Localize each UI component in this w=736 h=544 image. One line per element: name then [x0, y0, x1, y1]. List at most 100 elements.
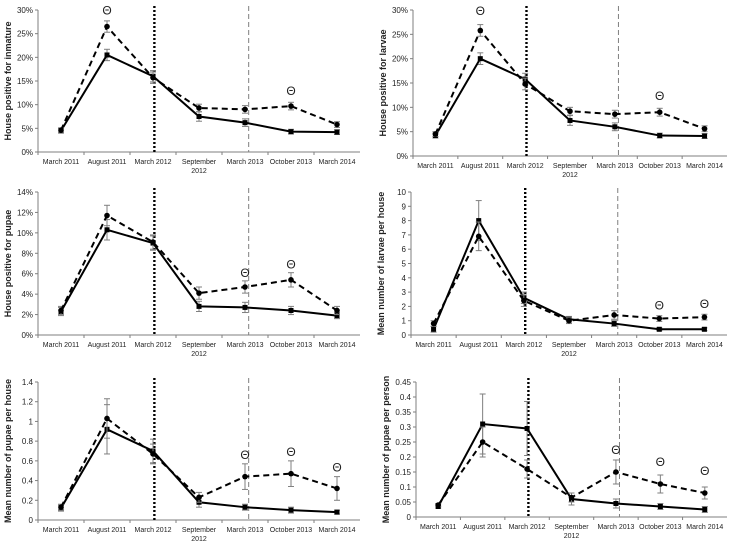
significance-marker: Θ [655, 298, 664, 312]
data-point-square [657, 504, 663, 509]
y-tick-label: 30% [392, 6, 408, 15]
x-tick-label: August 2011 [88, 342, 127, 349]
data-point-circle [568, 494, 575, 501]
significance-marker: Θ [286, 258, 295, 272]
y-tick-label: 8% [21, 249, 33, 258]
x-tick-label: September [552, 342, 587, 349]
data-point-circle [524, 466, 530, 472]
data-point-circle [430, 320, 437, 327]
y-tick-label: 6% [21, 270, 33, 279]
significance-marker: Θ [286, 445, 295, 459]
y-tick-label: 20% [392, 55, 408, 64]
data-point-circle [611, 312, 617, 318]
x-tick-label: March 2011 [420, 524, 457, 531]
data-point-circle [288, 103, 294, 109]
y-tick-label: 0 [29, 516, 34, 525]
y-axis-label: House positive for pupae [3, 210, 13, 318]
y-tick-label: 4 [402, 274, 407, 283]
significance-marker: Θ [332, 461, 341, 475]
x-tick-label: March 2011 [43, 527, 80, 534]
data-point-square [288, 307, 294, 313]
data-point-square [104, 227, 110, 233]
significance-marker: Θ [611, 443, 620, 457]
significance-marker: Θ [286, 84, 295, 98]
x-tick-label: March 2014 [686, 163, 723, 170]
y-tick-label: 0% [396, 152, 408, 161]
y-tick-label: 25% [17, 30, 33, 39]
significance-marker: Θ [656, 455, 665, 469]
data-point-circle [104, 212, 110, 219]
x-tick-label: March 2012 [135, 342, 172, 349]
data-point-square [477, 56, 483, 62]
x-tick-label: March 2013 [227, 342, 264, 349]
y-axis-label: Mean number of pupae per person [381, 376, 391, 524]
data-point-circle [150, 74, 156, 81]
y-tick-label: 20% [17, 53, 33, 62]
data-point-circle [150, 451, 156, 457]
data-point-circle [701, 490, 708, 496]
data-point-square [334, 509, 340, 515]
y-tick-label: 0.05 [395, 498, 411, 507]
data-point-square [334, 313, 340, 319]
data-point-circle [58, 504, 64, 510]
x-tick-label: August 2011 [461, 163, 500, 170]
y-tick-label: 0% [21, 331, 33, 340]
y-tick-label: 5% [21, 124, 33, 133]
x-tick-label: March 2013 [227, 527, 264, 534]
significance-marker: Θ [476, 4, 485, 18]
chart-panel-5: 0 0.2 0.4 0.6 0.8 1 1.2 1.4 March 2011 August 201… [3, 378, 360, 543]
chart-panel-4: 0 1 2 3 4 5 6 7 8 9 10 March 2011 August 2011 March 2… [376, 188, 727, 358]
data-point-circle [242, 106, 248, 113]
x-tick-label-line2: 2012 [561, 351, 577, 358]
data-point-square [612, 124, 618, 130]
data-point-circle [58, 307, 64, 314]
significance-marker: Θ [700, 464, 709, 478]
data-point-square [702, 133, 708, 139]
y-tick-label: 25% [392, 30, 408, 39]
data-point-square [702, 507, 708, 512]
y-axis-label: House positive for inmature [3, 21, 13, 140]
x-tick-label: March 2012 [507, 163, 544, 170]
data-point-circle [656, 315, 663, 322]
x-tick-label: March 2014 [319, 342, 356, 349]
x-tick-label-line2: 2012 [191, 351, 207, 358]
y-tick-label: 9 [402, 202, 407, 211]
significance-marker: Θ [655, 89, 664, 103]
x-tick-label: March 2012 [505, 342, 542, 349]
x-tick-label: October 2013 [270, 342, 313, 349]
data-point-circle [196, 494, 202, 501]
data-point-circle [656, 109, 663, 115]
data-point-square [431, 326, 437, 332]
data-point-square [480, 421, 486, 427]
series-line-solid [432, 218, 705, 331]
data-point-circle [58, 127, 64, 134]
y-tick-label: 0.3 [400, 423, 412, 432]
x-tick-label: March 2011 [415, 342, 452, 349]
data-point-square [567, 117, 573, 123]
data-point-square [242, 304, 248, 310]
y-tick-label: 0.35 [395, 408, 411, 417]
data-point-circle [242, 284, 248, 290]
data-point-square [656, 326, 662, 332]
x-tick-label: September [182, 527, 217, 534]
y-tick-label: 0% [21, 148, 33, 157]
x-tick-label: August 2011 [88, 527, 127, 534]
y-tick-label: 6 [402, 245, 407, 254]
y-tick-label: 10% [17, 229, 33, 238]
x-tick-label: March 2013 [227, 159, 264, 166]
x-tick-label: October 2013 [270, 159, 313, 166]
x-tick-label-line2: 2012 [562, 172, 578, 179]
x-tick-label: March 2012 [135, 159, 172, 166]
data-point-circle [521, 297, 527, 304]
chart-panel-3: 0% 2% 4% 6% 8% 10% 12% 14% March 2011 August 2011… [3, 188, 360, 358]
chart-panel-1: 0% 5% 10% 15% 20% 25% 30% March 2011 August 2011… [3, 4, 360, 175]
y-tick-label: 0.25 [395, 438, 411, 447]
y-tick-label: 0 [407, 513, 412, 522]
y-tick-label: 1.2 [22, 398, 34, 407]
data-point-circle [150, 239, 156, 245]
y-tick-label: 4% [21, 290, 33, 299]
data-point-circle [567, 108, 573, 115]
data-point-square [476, 218, 482, 224]
y-axis-label: House positive for larvae [378, 29, 388, 136]
